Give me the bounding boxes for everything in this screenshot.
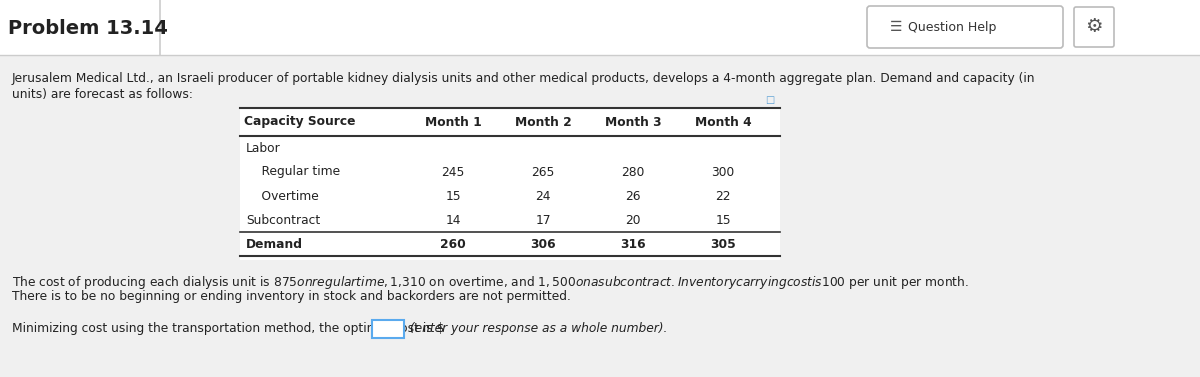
Text: 15: 15 — [445, 190, 461, 202]
Text: Month 2: Month 2 — [515, 115, 571, 129]
Text: 20: 20 — [625, 213, 641, 227]
Text: Question Help: Question Help — [908, 20, 996, 34]
FancyBboxPatch shape — [1074, 7, 1114, 47]
Text: 305: 305 — [710, 238, 736, 250]
Text: ☰: ☰ — [890, 20, 902, 34]
Text: Capacity Source: Capacity Source — [244, 115, 355, 129]
Text: Subcontract: Subcontract — [246, 213, 320, 227]
Text: ⚙: ⚙ — [1085, 17, 1103, 37]
Text: The cost of producing each dialysis unit is $875 on regular time, $1,310 on over: The cost of producing each dialysis unit… — [12, 274, 968, 291]
FancyBboxPatch shape — [866, 6, 1063, 48]
Text: There is to be no beginning or ending inventory in stock and backorders are not : There is to be no beginning or ending in… — [12, 290, 571, 303]
Text: 260: 260 — [440, 238, 466, 250]
Text: Overtime: Overtime — [246, 190, 319, 202]
Text: 17: 17 — [535, 213, 551, 227]
Text: 265: 265 — [532, 166, 554, 178]
Text: □: □ — [766, 95, 775, 105]
Text: 22: 22 — [715, 190, 731, 202]
Text: (enter your response as a whole number).: (enter your response as a whole number). — [406, 322, 667, 335]
Text: Regular time: Regular time — [246, 166, 340, 178]
Text: Labor: Labor — [246, 141, 281, 155]
Text: 306: 306 — [530, 238, 556, 250]
Text: Demand: Demand — [246, 238, 302, 250]
Text: 300: 300 — [712, 166, 734, 178]
Text: Problem 13.14: Problem 13.14 — [8, 18, 168, 37]
Text: 245: 245 — [442, 166, 464, 178]
Text: 26: 26 — [625, 190, 641, 202]
Bar — [0, 0, 1200, 55]
Text: 316: 316 — [620, 238, 646, 250]
Text: 280: 280 — [622, 166, 644, 178]
Text: Minimizing cost using the transportation method, the optimal cost is $: Minimizing cost using the transportation… — [12, 322, 444, 335]
Text: Month 4: Month 4 — [695, 115, 751, 129]
Text: 24: 24 — [535, 190, 551, 202]
Text: 14: 14 — [445, 213, 461, 227]
FancyBboxPatch shape — [372, 320, 403, 338]
Bar — [0, 55, 1200, 377]
Bar — [240, 108, 780, 260]
Text: Month 1: Month 1 — [425, 115, 481, 129]
Text: units) are forecast as follows:: units) are forecast as follows: — [12, 88, 193, 101]
Text: Jerusalem Medical Ltd., an Israeli producer of portable kidney dialysis units an: Jerusalem Medical Ltd., an Israeli produ… — [12, 72, 1036, 85]
Text: 15: 15 — [715, 213, 731, 227]
Text: Month 3: Month 3 — [605, 115, 661, 129]
